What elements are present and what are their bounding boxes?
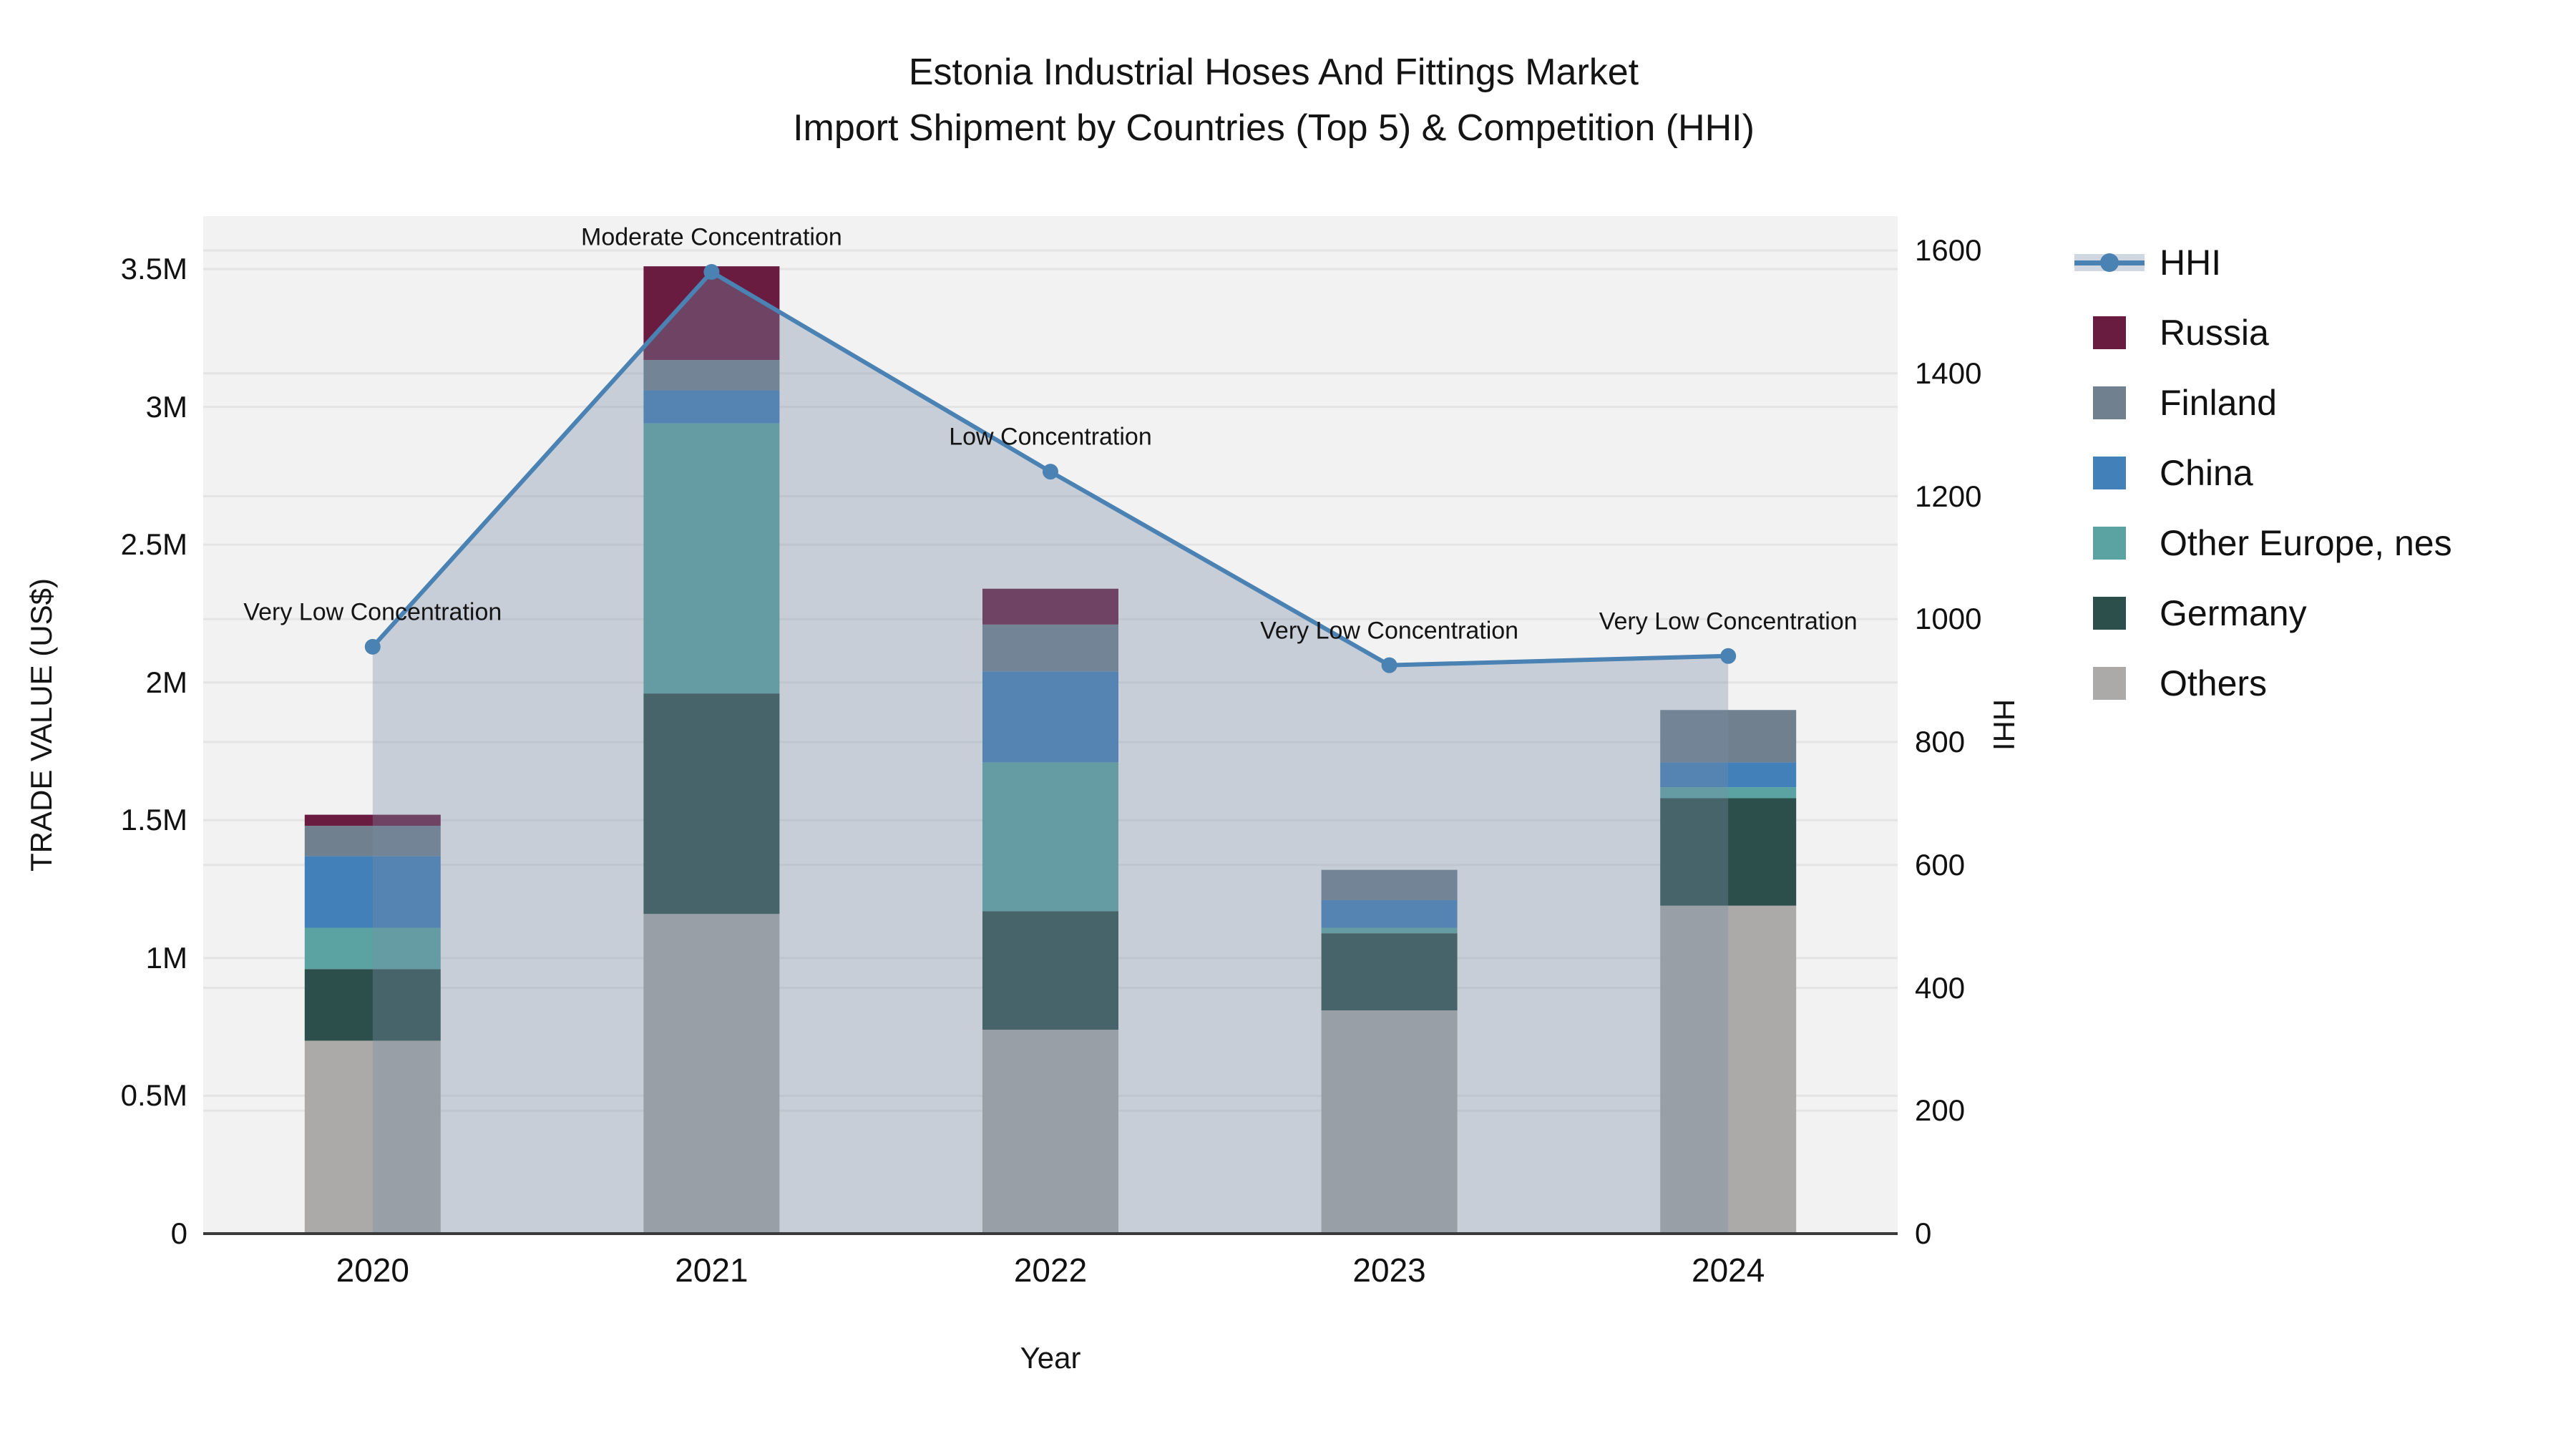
x-tick-2020: 2020 <box>336 1252 409 1289</box>
bar-segment-germany-2023[interactable] <box>1321 933 1458 1011</box>
legend-swatch-other-europe-nes <box>2093 527 2126 560</box>
legend-label: China <box>2160 453 2253 493</box>
left-tick-2M: 2M <box>145 665 187 699</box>
left-tick-1.5M: 1.5M <box>120 803 187 837</box>
legend-item-other-europe-nes[interactable]: Other Europe, nes <box>2072 508 2452 578</box>
chart-title-block: Estonia Industrial Hoses And Fittings Ma… <box>0 44 2547 156</box>
bar-segment-other-europe-nes-2024[interactable] <box>1660 787 1797 799</box>
color-swatch-icon <box>2072 386 2147 419</box>
annotation-2021: Moderate Concentration <box>581 223 842 251</box>
bar-segment-finland-2020[interactable] <box>304 825 441 857</box>
bar-segment-germany-2022[interactable] <box>982 911 1118 1030</box>
color-swatch-icon <box>2072 527 2147 560</box>
chart-subtitle: Import Shipment by Countries (Top 5) & C… <box>793 107 1755 149</box>
color-swatch-icon <box>2072 667 2147 700</box>
bar-segment-other-europe-nes-2020[interactable] <box>304 927 441 970</box>
hhi-line-swatch <box>2074 246 2145 279</box>
left-tick-0.5M: 0.5M <box>120 1078 187 1113</box>
right-tick-800: 800 <box>1915 725 1966 758</box>
left-tick-0: 0 <box>170 1216 187 1250</box>
right-tick-200: 200 <box>1915 1093 1966 1128</box>
color-swatch-icon <box>2072 597 2147 630</box>
right-tick-1600: 1600 <box>1915 233 1982 267</box>
legend-label: Germany <box>2160 593 2307 633</box>
y-axis-title-left: TRADE VALUE (US$) <box>24 578 58 872</box>
legend-item-finland[interactable]: Finland <box>2072 368 2452 438</box>
color-swatch-icon <box>2072 316 2147 349</box>
legend-label: Russia <box>2160 313 2269 353</box>
bar-segment-other-europe-nes-2022[interactable] <box>982 762 1118 912</box>
right-tick-1000: 1000 <box>1915 602 1982 636</box>
bar-segment-russia-2020[interactable] <box>304 814 441 826</box>
x-tick-2024: 2024 <box>1692 1252 1765 1289</box>
hhi-area-fill <box>372 272 1729 1234</box>
right-tick-1200: 1200 <box>1915 479 1982 513</box>
bar-segment-finland-2023[interactable] <box>1321 869 1458 900</box>
legend-item-germany[interactable]: Germany <box>2072 578 2452 648</box>
legend-item-russia[interactable]: Russia <box>2072 298 2452 368</box>
bar-segment-russia-2021[interactable] <box>643 266 780 361</box>
right-tick-600: 600 <box>1915 847 1966 882</box>
bar-segment-china-2021[interactable] <box>643 390 780 424</box>
color-swatch-icon <box>2072 457 2147 489</box>
bar-segment-germany-2021[interactable] <box>643 693 780 914</box>
legend-label: HHI <box>2160 243 2222 283</box>
x-tick-2023: 2023 <box>1352 1252 1426 1289</box>
y-axis-title-right: HHI <box>1987 698 2021 751</box>
bar-segment-finland-2024[interactable] <box>1660 710 1797 763</box>
chart-title: Estonia Industrial Hoses And Fittings Ma… <box>908 52 1639 93</box>
legend: HHI Russia Finland China Other Europe, nes Ge… <box>2072 228 2452 718</box>
hhi-line-swatch-icon <box>2072 246 2147 279</box>
left-tick-2.5M: 2.5M <box>120 527 187 562</box>
bar-segment-china-2024[interactable] <box>1660 762 1797 788</box>
legend-swatch-others <box>2093 667 2126 700</box>
bar-segment-others-2020[interactable] <box>304 1040 441 1234</box>
legend-swatch-finland <box>2093 386 2126 419</box>
hhi-swatch-part <box>2100 253 2119 272</box>
bar-segment-finland-2021[interactable] <box>643 360 780 391</box>
hhi-marker-2023[interactable] <box>1381 657 1397 673</box>
right-tick-0: 0 <box>1915 1216 1932 1250</box>
annotation-2022: Low Concentration <box>949 423 1152 451</box>
hhi-marker-2022[interactable] <box>1043 464 1058 480</box>
bar-segment-finland-2022[interactable] <box>982 624 1118 672</box>
annotation-2024: Very Low Concentration <box>1599 608 1858 635</box>
legend-swatch-russia <box>2093 316 2126 349</box>
legend-label: Others <box>2160 663 2268 703</box>
left-tick-3M: 3M <box>145 389 187 424</box>
bar-segment-germany-2020[interactable] <box>304 969 441 1041</box>
legend-item-hhi[interactable]: HHI <box>2072 228 2452 298</box>
legend-label: Other Europe, nes <box>2160 523 2452 563</box>
left-tick-1M: 1M <box>145 940 187 975</box>
bar-segment-germany-2024[interactable] <box>1660 798 1797 906</box>
right-tick-400: 400 <box>1915 970 1966 1005</box>
bar-segment-other-europe-nes-2023[interactable] <box>1321 927 1458 934</box>
annotation-2023: Very Low Concentration <box>1260 617 1519 645</box>
bar-segment-others-2023[interactable] <box>1321 1010 1458 1234</box>
hhi-marker-2020[interactable] <box>364 638 381 655</box>
bar-segment-china-2023[interactable] <box>1321 899 1458 928</box>
legend-swatch-germany <box>2093 597 2126 630</box>
bar-segment-other-europe-nes-2021[interactable] <box>643 423 780 694</box>
bar-segment-china-2020[interactable] <box>304 856 441 928</box>
x-axis-title: Year <box>1020 1341 1081 1375</box>
x-tick-2022: 2022 <box>1013 1252 1088 1289</box>
x-tick-2021: 2021 <box>675 1252 748 1289</box>
annotation-2020: Very Low Concentration <box>243 598 502 626</box>
left-tick-3.5M: 3.5M <box>120 252 187 286</box>
bar-segment-china-2022[interactable] <box>982 671 1118 763</box>
legend-item-china[interactable]: China <box>2072 438 2452 508</box>
bar-segment-others-2024[interactable] <box>1660 905 1797 1234</box>
legend-label: Finland <box>2160 383 2277 423</box>
bar-segment-others-2022[interactable] <box>982 1029 1118 1234</box>
bar-segment-russia-2022[interactable] <box>982 588 1118 625</box>
legend-item-others[interactable]: Others <box>2072 648 2452 718</box>
hhi-marker-2024[interactable] <box>1720 648 1737 664</box>
bar-segment-others-2021[interactable] <box>643 914 780 1234</box>
hhi-marker-2021[interactable] <box>703 264 720 280</box>
legend-swatch-china <box>2093 457 2126 489</box>
right-tick-1400: 1400 <box>1915 356 1982 390</box>
